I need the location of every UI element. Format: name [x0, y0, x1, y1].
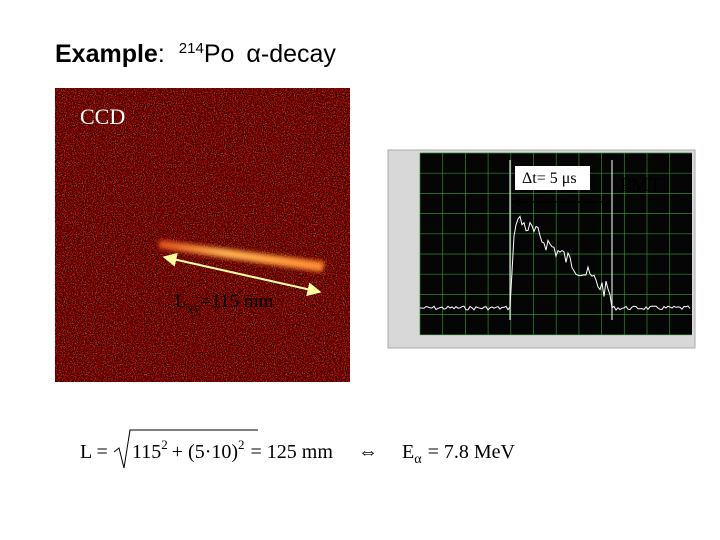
pmt-label: PMT — [620, 174, 661, 196]
formula-lhs: L = — [80, 441, 108, 463]
equivalence: ⇔ — [358, 441, 378, 463]
ccd-label: CCD — [80, 104, 125, 129]
formula: L = 1152 + (5·10)2 = 125 mm ⇔ Eα = 7.8 MeV — [80, 429, 516, 469]
energy: Eα = 7.8 MeV — [402, 441, 516, 467]
pmt-plot: Δt= 5 μs PMT — [387, 149, 696, 349]
ccd-image: CCD Lxy=115 mm — [55, 88, 350, 382]
track-length: Lxy=115 mm — [175, 291, 274, 317]
formula-body: 1152 + (5·10)2 = 125 mm — [132, 437, 333, 463]
time-width: Δt= 5 μs — [522, 170, 577, 187]
title: Example: 214Po α-decay — [55, 40, 336, 68]
